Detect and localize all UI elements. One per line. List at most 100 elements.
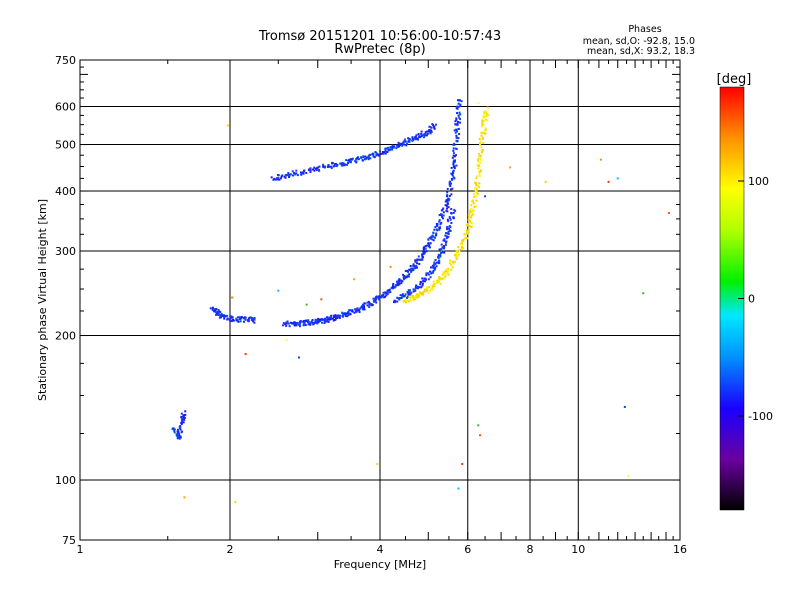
- data-point: [433, 282, 436, 285]
- data-point: [178, 434, 181, 437]
- data-point: [466, 223, 469, 226]
- data-point: [405, 296, 408, 299]
- data-point: [456, 112, 459, 115]
- data-point: [421, 293, 424, 296]
- data-point: [371, 152, 374, 155]
- data-point: [428, 125, 431, 128]
- data-point: [425, 134, 428, 137]
- data-point: [455, 148, 458, 151]
- data-point: [360, 156, 363, 159]
- data-point: [419, 283, 422, 286]
- data-point: [472, 213, 475, 216]
- data-point: [182, 421, 185, 424]
- data-point: [176, 433, 179, 436]
- data-point: [458, 249, 461, 252]
- data-point: [467, 231, 470, 234]
- data-point: [432, 231, 435, 234]
- data-point: [447, 267, 450, 270]
- data-point: [309, 167, 312, 170]
- data-point: [401, 293, 404, 296]
- data-point: [454, 209, 457, 212]
- data-point: [443, 245, 446, 248]
- data-point: [462, 246, 465, 249]
- data-point: [291, 170, 294, 173]
- data-point: [251, 319, 254, 322]
- data-point: [465, 232, 468, 235]
- data-point: [175, 433, 178, 436]
- data-point: [471, 222, 474, 225]
- data-point: [421, 282, 424, 285]
- data-point: [180, 431, 183, 434]
- data-point: [509, 166, 512, 169]
- data-point: [368, 154, 371, 157]
- data-point: [326, 165, 329, 168]
- data-point: [183, 414, 186, 417]
- data-point: [470, 225, 473, 228]
- data-point: [444, 243, 447, 246]
- data-point: [441, 277, 444, 280]
- data-point: [443, 238, 446, 241]
- data-point: [472, 192, 475, 195]
- data-point: [481, 119, 484, 122]
- data-point: [349, 309, 352, 312]
- data-point: [386, 150, 389, 153]
- data-point: [426, 287, 429, 290]
- data-point: [296, 322, 299, 325]
- data-point: [421, 254, 424, 257]
- data-point: [408, 289, 411, 292]
- data-point: [323, 165, 326, 168]
- data-point: [667, 212, 670, 215]
- data-point: [398, 279, 401, 282]
- data-point: [432, 125, 435, 128]
- data-point: [424, 290, 427, 293]
- data-point: [475, 184, 478, 187]
- data-point: [446, 205, 449, 208]
- data-point: [299, 319, 302, 322]
- data-point: [413, 298, 416, 301]
- data-point: [400, 279, 403, 282]
- data-point: [453, 160, 456, 163]
- data-point: [484, 195, 487, 198]
- data-point: [173, 431, 176, 434]
- data-point: [412, 263, 415, 266]
- data-point: [398, 297, 401, 300]
- data-point: [302, 170, 305, 173]
- data-point: [459, 113, 462, 116]
- data-point: [484, 132, 487, 135]
- data-point: [418, 258, 421, 261]
- data-point: [305, 303, 308, 306]
- data-point: [446, 218, 449, 221]
- data-point: [458, 99, 461, 102]
- data-point: [416, 296, 419, 299]
- data-point: [446, 200, 449, 203]
- data-point: [428, 244, 431, 247]
- x-axis-label: Frequency [MHz]: [334, 558, 426, 571]
- data-point: [366, 304, 369, 307]
- data-point: [356, 309, 359, 312]
- data-point: [427, 278, 430, 281]
- data-point: [479, 154, 482, 157]
- data-point: [358, 311, 361, 314]
- data-point: [387, 291, 390, 294]
- data-point: [454, 120, 457, 123]
- data-point: [430, 130, 433, 133]
- data-point: [446, 226, 449, 229]
- data-point: [452, 170, 455, 173]
- data-point: [432, 235, 435, 238]
- data-point: [479, 140, 482, 143]
- data-point: [396, 284, 399, 287]
- data-point: [442, 211, 445, 214]
- data-point: [450, 265, 453, 268]
- data-point: [382, 291, 385, 294]
- data-point: [410, 267, 413, 270]
- data-point: [283, 175, 286, 178]
- data-point: [475, 175, 478, 178]
- data-point: [443, 251, 446, 254]
- data-point: [375, 154, 378, 157]
- data-point: [391, 145, 394, 148]
- data-point: [436, 279, 439, 282]
- stats-o-mode: mean, sd,O: -92.8, 15.0: [583, 36, 695, 47]
- data-point: [220, 315, 223, 318]
- data-point: [324, 319, 327, 322]
- data-point: [623, 405, 626, 408]
